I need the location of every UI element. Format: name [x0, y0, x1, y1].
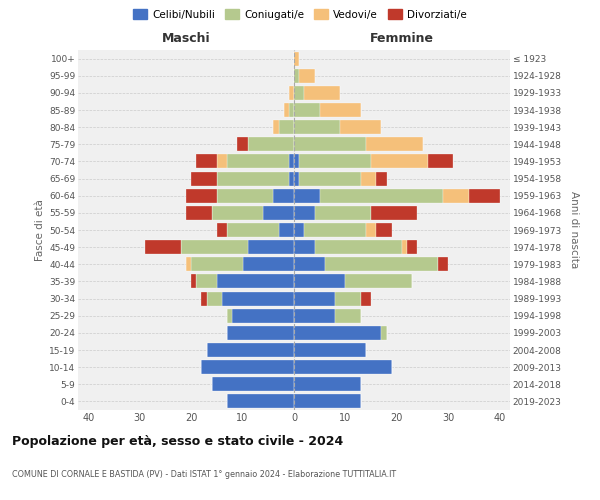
Legend: Celibi/Nubili, Coniugati/e, Vedovi/e, Divorziati/e: Celibi/Nubili, Coniugati/e, Vedovi/e, Di…: [129, 5, 471, 24]
Bar: [428, 154, 454, 168]
Bar: [294, 292, 335, 306]
Bar: [284, 103, 289, 117]
Bar: [202, 360, 294, 374]
Bar: [212, 206, 263, 220]
Y-axis label: Fasce di età: Fasce di età: [35, 199, 45, 261]
Bar: [263, 206, 294, 220]
Bar: [217, 223, 227, 237]
Bar: [443, 188, 469, 202]
Bar: [294, 308, 335, 322]
Bar: [212, 378, 294, 392]
Bar: [217, 154, 227, 168]
Bar: [294, 378, 361, 392]
Bar: [402, 240, 407, 254]
Bar: [294, 120, 340, 134]
Bar: [294, 394, 361, 408]
Bar: [227, 223, 278, 237]
Bar: [340, 120, 382, 134]
Bar: [196, 154, 217, 168]
Y-axis label: Anni di nascita: Anni di nascita: [569, 192, 578, 268]
Bar: [181, 240, 248, 254]
Bar: [294, 206, 314, 220]
Bar: [294, 360, 392, 374]
Bar: [232, 308, 294, 322]
Bar: [320, 188, 443, 202]
Bar: [294, 343, 366, 357]
Bar: [294, 274, 346, 288]
Bar: [206, 343, 294, 357]
Bar: [191, 172, 217, 185]
Bar: [227, 154, 289, 168]
Bar: [438, 258, 448, 272]
Text: COMUNE DI CORNALE E BASTIDA (PV) - Dati ISTAT 1° gennaio 2024 - Elaborazione TUT: COMUNE DI CORNALE E BASTIDA (PV) - Dati …: [12, 470, 396, 479]
Bar: [274, 188, 294, 202]
Text: Popolazione per età, sesso e stato civile - 2024: Popolazione per età, sesso e stato civil…: [12, 435, 343, 448]
Bar: [371, 154, 428, 168]
Bar: [294, 258, 325, 272]
Bar: [191, 258, 242, 272]
Bar: [294, 103, 320, 117]
Bar: [299, 154, 371, 168]
Bar: [294, 172, 299, 185]
Bar: [335, 308, 361, 322]
Bar: [294, 326, 382, 340]
Bar: [346, 274, 412, 288]
Bar: [294, 86, 304, 100]
Bar: [222, 292, 294, 306]
Bar: [289, 86, 294, 100]
Bar: [299, 68, 314, 82]
Bar: [186, 206, 212, 220]
Bar: [304, 86, 340, 100]
Bar: [294, 223, 304, 237]
Bar: [227, 326, 294, 340]
Bar: [274, 120, 278, 134]
Bar: [191, 274, 196, 288]
Bar: [227, 394, 294, 408]
Bar: [366, 223, 376, 237]
Bar: [196, 274, 217, 288]
Bar: [325, 258, 438, 272]
Bar: [248, 138, 294, 151]
Bar: [361, 172, 376, 185]
Bar: [294, 52, 299, 66]
Bar: [361, 292, 371, 306]
Bar: [289, 154, 294, 168]
Text: Maschi: Maschi: [161, 32, 211, 45]
Bar: [242, 258, 294, 272]
Bar: [202, 292, 206, 306]
Bar: [376, 172, 386, 185]
Bar: [238, 138, 248, 151]
Bar: [320, 103, 361, 117]
Bar: [227, 308, 232, 322]
Bar: [217, 172, 289, 185]
Bar: [206, 292, 222, 306]
Text: Femmine: Femmine: [370, 32, 434, 45]
Bar: [278, 223, 294, 237]
Bar: [217, 274, 294, 288]
Bar: [248, 240, 294, 254]
Bar: [186, 258, 191, 272]
Bar: [335, 292, 361, 306]
Bar: [294, 188, 320, 202]
Bar: [294, 68, 299, 82]
Bar: [294, 138, 366, 151]
Bar: [289, 172, 294, 185]
Bar: [278, 120, 294, 134]
Bar: [469, 188, 500, 202]
Bar: [299, 172, 361, 185]
Bar: [382, 326, 386, 340]
Bar: [289, 103, 294, 117]
Bar: [145, 240, 181, 254]
Bar: [304, 223, 366, 237]
Bar: [314, 206, 371, 220]
Bar: [217, 188, 274, 202]
Bar: [371, 206, 418, 220]
Bar: [294, 240, 314, 254]
Bar: [186, 188, 217, 202]
Bar: [366, 138, 422, 151]
Bar: [294, 154, 299, 168]
Bar: [407, 240, 418, 254]
Bar: [314, 240, 402, 254]
Bar: [376, 223, 392, 237]
